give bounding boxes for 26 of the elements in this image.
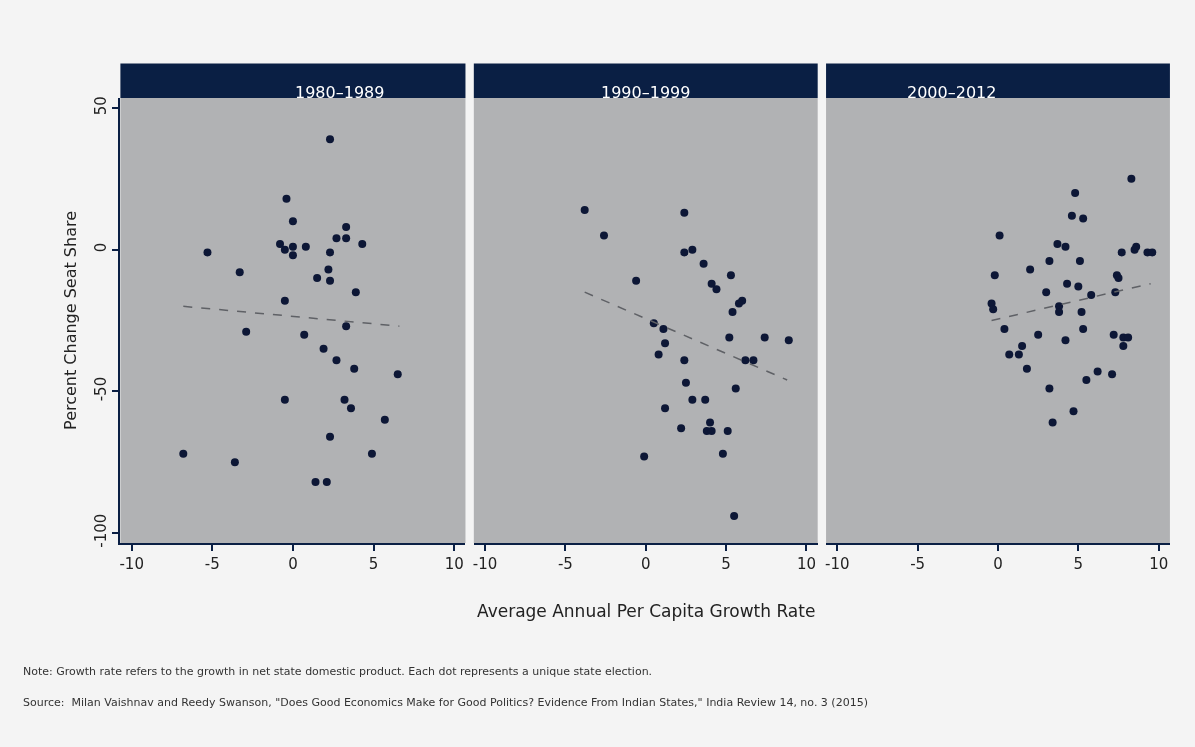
x-tick-label: -5 — [557, 554, 573, 573]
x-tick-label: 5 — [1073, 554, 1084, 573]
y-axis-title: Percent Change Seat Share — [60, 210, 80, 430]
x-tick-label: -5 — [910, 554, 926, 573]
chart-title: 2000–2012 — [907, 83, 997, 102]
x-tick-label: -5 — [204, 554, 220, 573]
x-tick-label: 5 — [368, 554, 379, 573]
y-tick-label: -100 — [92, 513, 111, 548]
chart-title: 1990–1999 — [601, 83, 691, 102]
x-tick-label: -10 — [119, 554, 144, 573]
source-note: Source: Milan Vaishnav and Reedy Swanson, "Does Good Economics Make for Good Politics? Evidence From Indian States," India Review 14, no. 3 (2015) — [23, 696, 868, 709]
y-tick-label: -50 — [92, 376, 111, 402]
chart-title: 1980–1989 — [295, 83, 385, 102]
x-tick-label: 10 — [444, 554, 464, 573]
x-tick-label: -10 — [472, 554, 498, 573]
x-axis-title: Average Annual Per Capita Growth Rate — [477, 601, 816, 621]
text: Note: Growth rate refers to the growth in net state domestic product. Each dot represents a unique state election. — [23, 665, 653, 678]
x-tick-label: -10 — [825, 554, 850, 573]
x-tick-label: 10 — [1149, 554, 1169, 573]
x-tick-label: 0 — [640, 554, 651, 573]
y-tick-label: 0 — [92, 242, 111, 253]
x-tick-label: 5 — [721, 554, 731, 573]
x-tick-label: 10 — [796, 554, 816, 573]
x-tick-label: 0 — [993, 554, 1003, 573]
x-tick-label: 0 — [288, 554, 298, 573]
y-tick-label: 50 — [92, 96, 111, 116]
